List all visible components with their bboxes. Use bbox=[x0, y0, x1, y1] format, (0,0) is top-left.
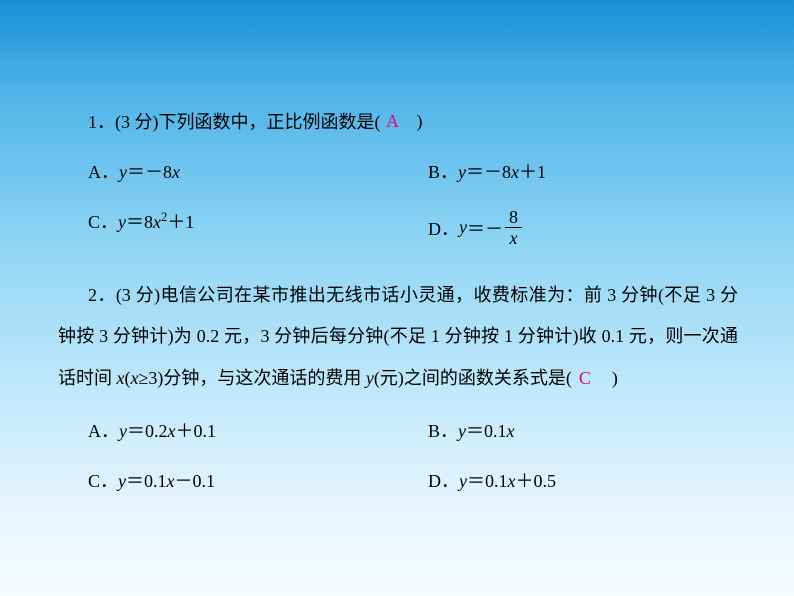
q2-x1: x bbox=[117, 368, 125, 388]
q1-options-row1: A．y＝－8x B．y＝－8x＋1 bbox=[58, 158, 738, 184]
q2-y: y bbox=[366, 368, 374, 388]
q2-options-row1: A．y＝0.2x＋0.1 B．y＝0.1x bbox=[58, 417, 738, 443]
q2-optB-y: y bbox=[458, 421, 466, 441]
q2-optA-tail: ＋0.1 bbox=[176, 421, 217, 441]
optD-frac-den: x bbox=[506, 228, 522, 247]
optD-frac-num: 8 bbox=[505, 208, 522, 228]
q1-stem: 1．(3 分)下列函数中，正比例函数是( A ) bbox=[58, 108, 738, 134]
optA-x: x bbox=[172, 162, 180, 182]
q2-optA: A．y＝0.2x＋0.1 bbox=[58, 417, 428, 443]
optB-y: y bbox=[458, 162, 466, 182]
q1-options-row2: C．y＝8x2＋1 D．y＝－8x bbox=[58, 208, 738, 247]
optB-x: x bbox=[511, 162, 519, 182]
q1-optB: B．y＝－8x＋1 bbox=[428, 158, 738, 184]
q2-optA-label: A． bbox=[88, 421, 119, 441]
q2-optB-mid: ＝0.1 bbox=[466, 421, 507, 441]
q2-optD-mid: ＝0.1 bbox=[467, 471, 508, 491]
optC-mid: ＝8 bbox=[126, 212, 153, 232]
optD-fraction: 8x bbox=[505, 208, 522, 247]
optB-tail: ＋1 bbox=[519, 162, 546, 182]
q2-x2: x bbox=[131, 368, 139, 388]
q2-optB: B．y＝0.1x bbox=[428, 417, 738, 443]
optC-label: C． bbox=[88, 212, 118, 232]
optC-tail: ＋1 bbox=[167, 212, 194, 232]
q2-suffix: ) bbox=[612, 368, 618, 388]
q1-optC: C．y＝8x2＋1 bbox=[58, 208, 428, 247]
q2-optD-x: x bbox=[508, 471, 516, 491]
q2-optC-y: y bbox=[118, 471, 126, 491]
q2-answer: C bbox=[572, 358, 598, 399]
q2-stem: 2．(3 分)电信公司在某市推出无线市话小灵通，收费标准为：前 3 分钟(不足 … bbox=[58, 275, 738, 399]
optA-label: A． bbox=[88, 162, 119, 182]
q1-prefix: 1．(3 分)下列函数中，正比例函数是( bbox=[88, 108, 380, 134]
optC-x: x bbox=[153, 212, 161, 232]
slide-content: 1．(3 分)下列函数中，正比例函数是( A ) A．y＝－8x B．y＝－8x… bbox=[58, 108, 738, 493]
q2-optC-x: x bbox=[167, 471, 175, 491]
optA-y: y bbox=[119, 162, 127, 182]
q2-optD: D．y＝0.1x＋0.5 bbox=[428, 467, 738, 493]
q2-optA-y: y bbox=[119, 421, 127, 441]
optB-label: B． bbox=[428, 162, 458, 182]
optD-label: D． bbox=[428, 215, 459, 241]
q2-optA-mid: ＝0.2 bbox=[127, 421, 168, 441]
q2-optD-y: y bbox=[459, 471, 467, 491]
optC-y: y bbox=[118, 212, 126, 232]
q2-options-row2: C．y＝0.1x－0.1 D．y＝0.1x＋0.5 bbox=[58, 467, 738, 493]
q2-text2: (元)之间的函数关系式是( bbox=[374, 368, 572, 388]
q2-optC-tail: －0.1 bbox=[175, 471, 216, 491]
q1-suffix: ) bbox=[416, 111, 422, 132]
q2-optC: C．y＝0.1x－0.1 bbox=[58, 467, 428, 493]
q1-optD: D．y＝－8x bbox=[428, 208, 738, 247]
q2-optC-label: C． bbox=[88, 471, 118, 491]
q2-geq: ≥3)分钟，与这次通话的费用 bbox=[139, 368, 366, 388]
q2-optB-label: B． bbox=[428, 421, 458, 441]
q2-optA-x: x bbox=[168, 421, 176, 441]
q2-optD-tail: ＋0.5 bbox=[516, 471, 557, 491]
q2-optD-label: D． bbox=[428, 471, 459, 491]
optB-mid: ＝－8 bbox=[466, 162, 511, 182]
q1-optA: A．y＝－8x bbox=[58, 158, 428, 184]
optD-y: y bbox=[459, 217, 467, 238]
q2-optC-mid: ＝0.1 bbox=[126, 471, 167, 491]
q2-optB-x: x bbox=[507, 421, 515, 441]
optD-mid: ＝－ bbox=[467, 215, 503, 241]
q1-answer: A bbox=[380, 111, 404, 132]
optA-mid: ＝－8 bbox=[127, 162, 172, 182]
